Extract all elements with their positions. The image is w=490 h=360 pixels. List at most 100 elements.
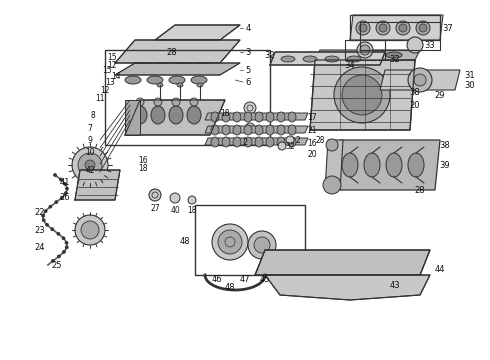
Text: 34: 34 bbox=[344, 60, 355, 69]
Circle shape bbox=[51, 260, 54, 262]
Ellipse shape bbox=[169, 76, 185, 84]
Ellipse shape bbox=[151, 106, 165, 124]
Circle shape bbox=[254, 237, 270, 253]
Bar bbox=[105, 50, 270, 145]
Text: 41: 41 bbox=[60, 177, 70, 186]
Polygon shape bbox=[315, 50, 420, 60]
Ellipse shape bbox=[325, 56, 339, 62]
Text: 32: 32 bbox=[390, 54, 400, 63]
Circle shape bbox=[81, 221, 99, 239]
Ellipse shape bbox=[277, 125, 285, 135]
Ellipse shape bbox=[277, 112, 285, 122]
Text: 48: 48 bbox=[225, 284, 235, 292]
Text: 22: 22 bbox=[35, 207, 45, 216]
Text: 32: 32 bbox=[265, 50, 275, 59]
Circle shape bbox=[57, 255, 60, 258]
Polygon shape bbox=[255, 250, 430, 275]
Circle shape bbox=[376, 21, 390, 35]
Ellipse shape bbox=[244, 125, 252, 135]
Circle shape bbox=[75, 215, 105, 245]
Circle shape bbox=[245, 123, 255, 133]
Ellipse shape bbox=[197, 83, 203, 87]
Circle shape bbox=[136, 98, 144, 106]
Circle shape bbox=[359, 24, 367, 32]
Ellipse shape bbox=[222, 137, 230, 147]
Circle shape bbox=[419, 24, 427, 32]
Text: 43: 43 bbox=[390, 280, 400, 289]
Text: 6: 6 bbox=[245, 77, 251, 86]
Text: 28: 28 bbox=[167, 48, 177, 57]
Circle shape bbox=[59, 178, 62, 181]
Text: 18: 18 bbox=[220, 108, 230, 117]
Ellipse shape bbox=[364, 153, 380, 177]
Ellipse shape bbox=[233, 125, 241, 135]
Ellipse shape bbox=[320, 52, 336, 58]
Circle shape bbox=[334, 67, 390, 123]
Polygon shape bbox=[75, 170, 120, 200]
Circle shape bbox=[44, 210, 47, 213]
Circle shape bbox=[188, 196, 196, 204]
Polygon shape bbox=[265, 275, 430, 300]
Ellipse shape bbox=[222, 125, 230, 135]
Polygon shape bbox=[205, 126, 308, 133]
Circle shape bbox=[416, 21, 430, 35]
Text: 23: 23 bbox=[35, 225, 45, 234]
Text: 39: 39 bbox=[440, 161, 450, 170]
Circle shape bbox=[55, 201, 58, 204]
Circle shape bbox=[357, 42, 373, 58]
Circle shape bbox=[286, 136, 294, 144]
Polygon shape bbox=[270, 52, 385, 65]
Text: 47: 47 bbox=[240, 275, 250, 284]
Circle shape bbox=[57, 232, 60, 235]
Text: 16: 16 bbox=[138, 156, 148, 165]
Circle shape bbox=[244, 102, 256, 114]
Circle shape bbox=[399, 24, 407, 32]
Circle shape bbox=[64, 183, 67, 185]
Ellipse shape bbox=[277, 137, 285, 147]
Text: 13: 13 bbox=[105, 77, 115, 86]
Circle shape bbox=[66, 187, 69, 190]
Polygon shape bbox=[325, 140, 343, 190]
Text: 38: 38 bbox=[440, 140, 450, 149]
Text: 46: 46 bbox=[212, 275, 222, 284]
Ellipse shape bbox=[408, 153, 424, 177]
Circle shape bbox=[64, 192, 67, 195]
Polygon shape bbox=[380, 70, 460, 90]
Circle shape bbox=[78, 153, 102, 177]
Bar bbox=[360, 22, 440, 50]
Text: 18: 18 bbox=[187, 206, 197, 215]
Text: 14: 14 bbox=[111, 72, 121, 81]
Text: 48: 48 bbox=[180, 238, 190, 247]
Text: 8: 8 bbox=[91, 111, 96, 120]
Text: 24: 24 bbox=[35, 243, 45, 252]
Polygon shape bbox=[125, 100, 225, 135]
Ellipse shape bbox=[169, 106, 183, 124]
Circle shape bbox=[248, 231, 276, 259]
Circle shape bbox=[51, 228, 54, 231]
Circle shape bbox=[218, 230, 242, 254]
Text: 4: 4 bbox=[245, 23, 250, 32]
Ellipse shape bbox=[255, 125, 263, 135]
Ellipse shape bbox=[288, 125, 296, 135]
Circle shape bbox=[172, 98, 180, 106]
Text: 2: 2 bbox=[295, 135, 300, 144]
Text: 25: 25 bbox=[52, 261, 62, 270]
Ellipse shape bbox=[288, 112, 296, 122]
Text: 5: 5 bbox=[245, 66, 250, 75]
Circle shape bbox=[278, 142, 286, 150]
Ellipse shape bbox=[255, 137, 263, 147]
Ellipse shape bbox=[233, 137, 241, 147]
Ellipse shape bbox=[266, 137, 274, 147]
Text: 28: 28 bbox=[315, 135, 325, 144]
Text: 17: 17 bbox=[307, 112, 317, 122]
Ellipse shape bbox=[177, 83, 183, 87]
Text: 7: 7 bbox=[88, 123, 93, 132]
Text: 16: 16 bbox=[307, 139, 317, 148]
Text: 15: 15 bbox=[102, 66, 112, 75]
Circle shape bbox=[396, 21, 410, 35]
Ellipse shape bbox=[364, 52, 380, 58]
Polygon shape bbox=[350, 15, 443, 40]
Text: 10: 10 bbox=[85, 148, 95, 157]
Ellipse shape bbox=[303, 56, 317, 62]
Circle shape bbox=[414, 74, 426, 86]
